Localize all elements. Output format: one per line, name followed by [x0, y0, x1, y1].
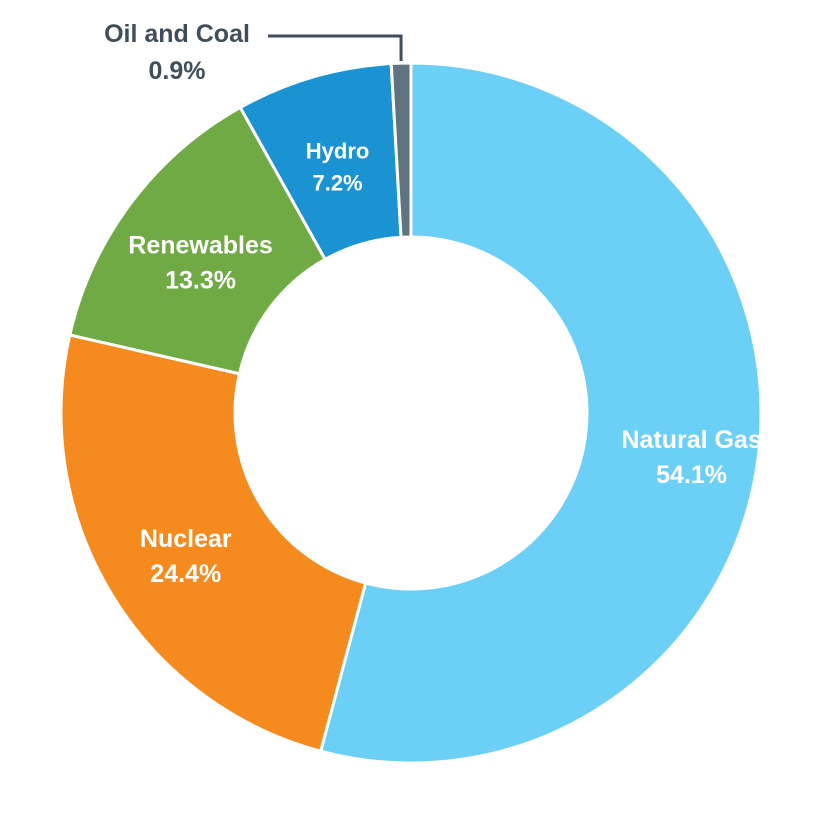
slice-name-oil-and-coal: Oil and Coal — [104, 20, 250, 48]
leader-line-oil-and-coal — [268, 34, 403, 62]
slice-name-hydro: Hydro — [306, 138, 370, 163]
slice-name-nuclear: Nuclear — [140, 525, 232, 553]
slice-natural-gas — [318, 61, 763, 765]
slice-value-hydro: 7.2% — [312, 170, 362, 195]
slice-name-renewables: Renewables — [128, 231, 273, 259]
slice-value-renewables: 13.3% — [165, 266, 236, 294]
slice-value-natural-gas: 54.1% — [656, 461, 727, 489]
slice-value-nuclear: 24.4% — [150, 560, 221, 588]
labels-layer: Natural Gas 54.1% Nuclear 24.4% Renewables 13… — [104, 20, 762, 588]
slices-layer — [59, 61, 763, 765]
slice-renewables — [68, 105, 328, 376]
slice-value-oil-and-coal: 0.9% — [149, 57, 206, 85]
slice-name-natural-gas: Natural Gas — [621, 426, 761, 454]
slice-oil-and-coal — [389, 61, 413, 239]
slice-nuclear — [59, 333, 368, 753]
